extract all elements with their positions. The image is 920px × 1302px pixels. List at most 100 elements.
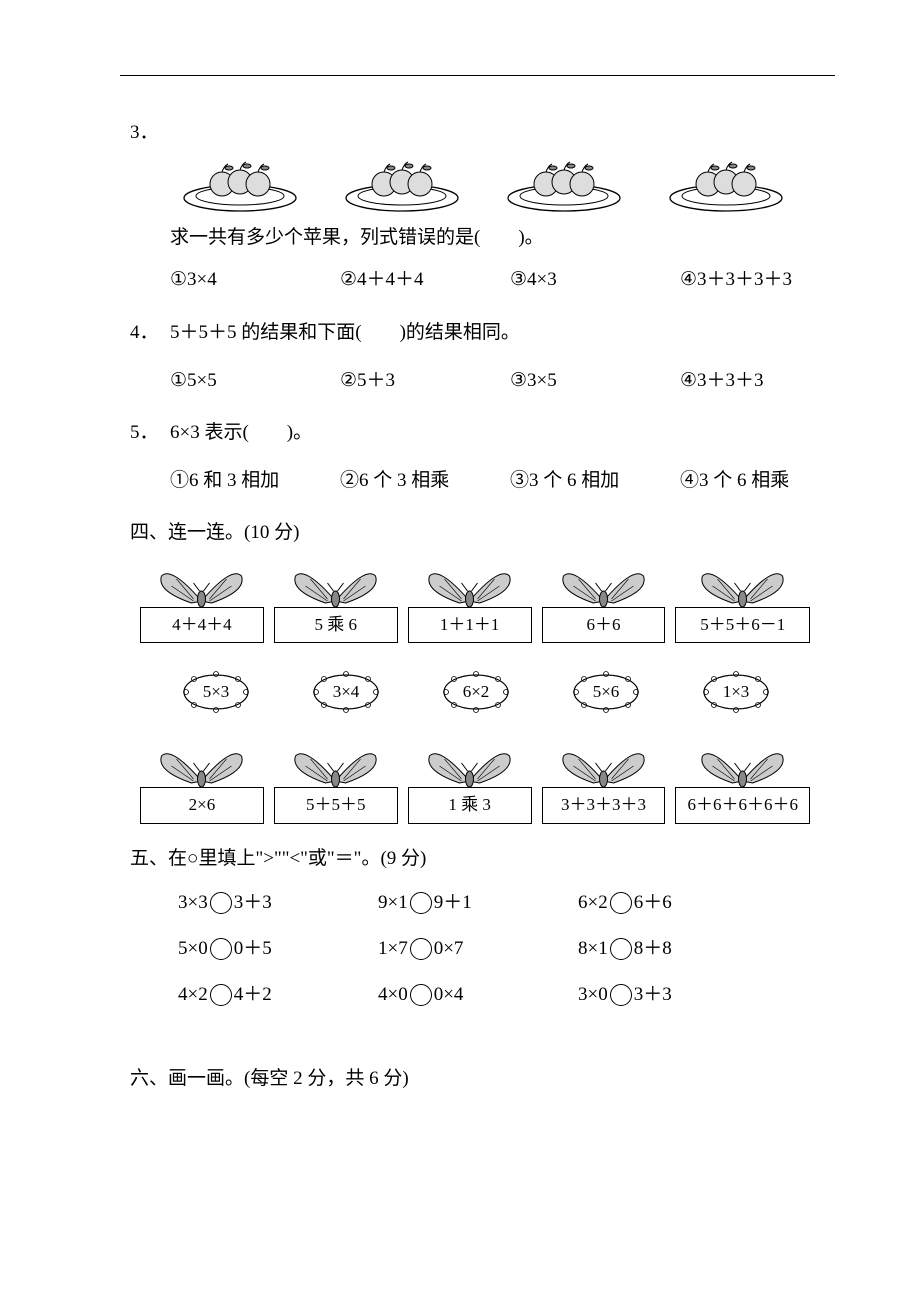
match-item: 1 乘 3 bbox=[408, 741, 532, 824]
q3-text: 求一共有多少个苹果，列式错误的是( )。 bbox=[130, 221, 810, 255]
oval-label: 1×3 bbox=[723, 677, 750, 708]
butterfly-icon bbox=[149, 561, 254, 609]
compare-right: 6＋6 bbox=[634, 886, 672, 920]
section4-title: 四、连一连。(10 分) bbox=[130, 516, 810, 550]
butterfly-icon bbox=[283, 741, 388, 789]
q5: 5．6×3 表示( )。 bbox=[130, 416, 810, 450]
butterfly-icon bbox=[551, 561, 656, 609]
butterfly-icon bbox=[149, 741, 254, 789]
blank-circle-icon[interactable] bbox=[210, 938, 232, 960]
butterfly-icon bbox=[690, 741, 795, 789]
match-label: 1 乘 3 bbox=[408, 787, 532, 824]
match-item: 3＋3＋3＋3 bbox=[542, 741, 666, 824]
match-item: 2×6 bbox=[140, 741, 264, 824]
blank-circle-icon[interactable] bbox=[610, 938, 632, 960]
plate-icon bbox=[180, 158, 300, 213]
compare-left: 1×7 bbox=[378, 932, 408, 966]
compare-cell: 9×1 9＋1 bbox=[378, 886, 578, 920]
q4-opt2: ②5＋3 bbox=[340, 364, 510, 398]
q3-opt2: ②4＋4＋4 bbox=[340, 263, 510, 297]
butterfly-icon bbox=[283, 561, 388, 609]
compare-right: 9＋1 bbox=[434, 886, 472, 920]
q4-num: 4． bbox=[130, 316, 170, 350]
oval-label: 3×4 bbox=[333, 677, 360, 708]
q4-opt4: ④3＋3＋3 bbox=[680, 364, 764, 398]
match-middle-row: 5×3 3×4 6×2 5×6 1×3 bbox=[130, 671, 810, 713]
blank-circle-icon[interactable] bbox=[610, 892, 632, 914]
section5-title: 五、在○里填上">""<"或"＝"。(9 分) bbox=[130, 842, 810, 876]
butterfly-icon bbox=[551, 741, 656, 789]
compare-left: 4×0 bbox=[378, 978, 408, 1012]
match-item: 6＋6 bbox=[542, 561, 666, 644]
match-item: 5＋5＋5 bbox=[274, 741, 398, 824]
blank-circle-icon[interactable] bbox=[410, 938, 432, 960]
match-label: 1＋1＋1 bbox=[408, 607, 532, 644]
match-oval: 5×3 bbox=[180, 671, 252, 713]
q4-opt1: ①5×5 bbox=[170, 364, 340, 398]
q3: 3． bbox=[130, 116, 810, 150]
compare-cell: 8×18＋8 bbox=[578, 932, 778, 966]
q4-options: ①5×5 ②5＋3 ③3×5 ④3＋3＋3 bbox=[130, 364, 810, 398]
match-item: 6＋6＋6＋6＋6 bbox=[675, 741, 810, 824]
q3-opt3: ③4×3 bbox=[510, 263, 680, 297]
butterfly-icon bbox=[690, 561, 795, 609]
q5-opt2: ②6 个 3 相乘 bbox=[340, 464, 510, 498]
match-label: 5 乘 6 bbox=[274, 607, 398, 644]
compare-cell: 4×2 4＋2 bbox=[178, 978, 378, 1012]
compare-left: 6×2 bbox=[578, 886, 608, 920]
oval-label: 5×3 bbox=[203, 677, 230, 708]
compare-right: 3＋3 bbox=[634, 978, 672, 1012]
compare-left: 3×0 bbox=[578, 978, 608, 1012]
compare-right: 0×4 bbox=[434, 978, 464, 1012]
compare-cell: 3×0 3＋3 bbox=[578, 978, 778, 1012]
q5-text: 6×3 表示( )。 bbox=[170, 422, 312, 443]
blank-circle-icon[interactable] bbox=[210, 984, 232, 1006]
compare-right: 0×7 bbox=[434, 932, 464, 966]
compare-right: 4＋2 bbox=[234, 978, 272, 1012]
compare-right: 3＋3 bbox=[234, 886, 272, 920]
compare-cell: 1×7 0×7 bbox=[378, 932, 578, 966]
match-oval: 1×3 bbox=[700, 671, 772, 713]
q5-opt4: ④3 个 6 相乘 bbox=[680, 464, 789, 498]
match-label: 6＋6＋6＋6＋6 bbox=[675, 787, 810, 824]
q5-opt3: ③3 个 6 相加 bbox=[510, 464, 680, 498]
compare-right: 0＋5 bbox=[234, 932, 272, 966]
compare-cell: 3×3 3＋3 bbox=[178, 886, 378, 920]
blank-circle-icon[interactable] bbox=[610, 984, 632, 1006]
compare-left: 3×3 bbox=[178, 886, 208, 920]
compare-left: 4×2 bbox=[178, 978, 208, 1012]
blank-circle-icon[interactable] bbox=[410, 984, 432, 1006]
blank-circle-icon[interactable] bbox=[210, 892, 232, 914]
match-oval: 5×6 bbox=[570, 671, 642, 713]
match-oval: 3×4 bbox=[310, 671, 382, 713]
plate-icon bbox=[342, 158, 462, 213]
compare-left: 9×1 bbox=[378, 886, 408, 920]
match-top-row: 4＋4＋4 5 乘 6 1＋1＋1 6＋6 5＋5＋6－1 bbox=[130, 561, 810, 644]
match-label: 4＋4＋4 bbox=[140, 607, 264, 644]
q3-opt1: ①3×4 bbox=[170, 263, 340, 297]
butterfly-icon bbox=[417, 561, 522, 609]
q5-num: 5． bbox=[130, 416, 170, 450]
compare-grid: 3×33＋3 9×19＋1 6×26＋6 5×00＋5 1×70×7 8×18＋… bbox=[130, 886, 810, 1013]
plate-icon bbox=[666, 158, 786, 213]
q4-text: 5＋5＋5 的结果和下面( )的结果相同。 bbox=[170, 322, 520, 343]
blank-circle-icon[interactable] bbox=[410, 892, 432, 914]
q4-opt3: ③3×5 bbox=[510, 364, 680, 398]
q5-options: ①6 和 3 相加 ②6 个 3 相乘 ③3 个 6 相加 ④3 个 6 相乘 bbox=[130, 464, 810, 498]
match-item: 4＋4＋4 bbox=[140, 561, 264, 644]
q5-opt1: ①6 和 3 相加 bbox=[170, 464, 340, 498]
compare-left: 8×1 bbox=[578, 932, 608, 966]
compare-cell: 6×2 6＋6 bbox=[578, 886, 778, 920]
oval-label: 6×2 bbox=[463, 677, 490, 708]
match-item: 5 乘 6 bbox=[274, 561, 398, 644]
match-label: 5＋5＋6－1 bbox=[675, 607, 810, 644]
plate-icon bbox=[504, 158, 624, 213]
match-item: 5＋5＋6－1 bbox=[675, 561, 810, 644]
q3-plates bbox=[130, 158, 810, 213]
match-label: 6＋6 bbox=[542, 607, 666, 644]
match-label: 2×6 bbox=[140, 787, 264, 824]
match-label: 5＋5＋5 bbox=[274, 787, 398, 824]
compare-row: 5×00＋5 1×70×7 8×18＋8 bbox=[178, 932, 810, 966]
butterfly-icon bbox=[417, 741, 522, 789]
compare-row: 3×3 3＋3 9×1 9＋1 6×2 6＋6 bbox=[178, 886, 810, 920]
